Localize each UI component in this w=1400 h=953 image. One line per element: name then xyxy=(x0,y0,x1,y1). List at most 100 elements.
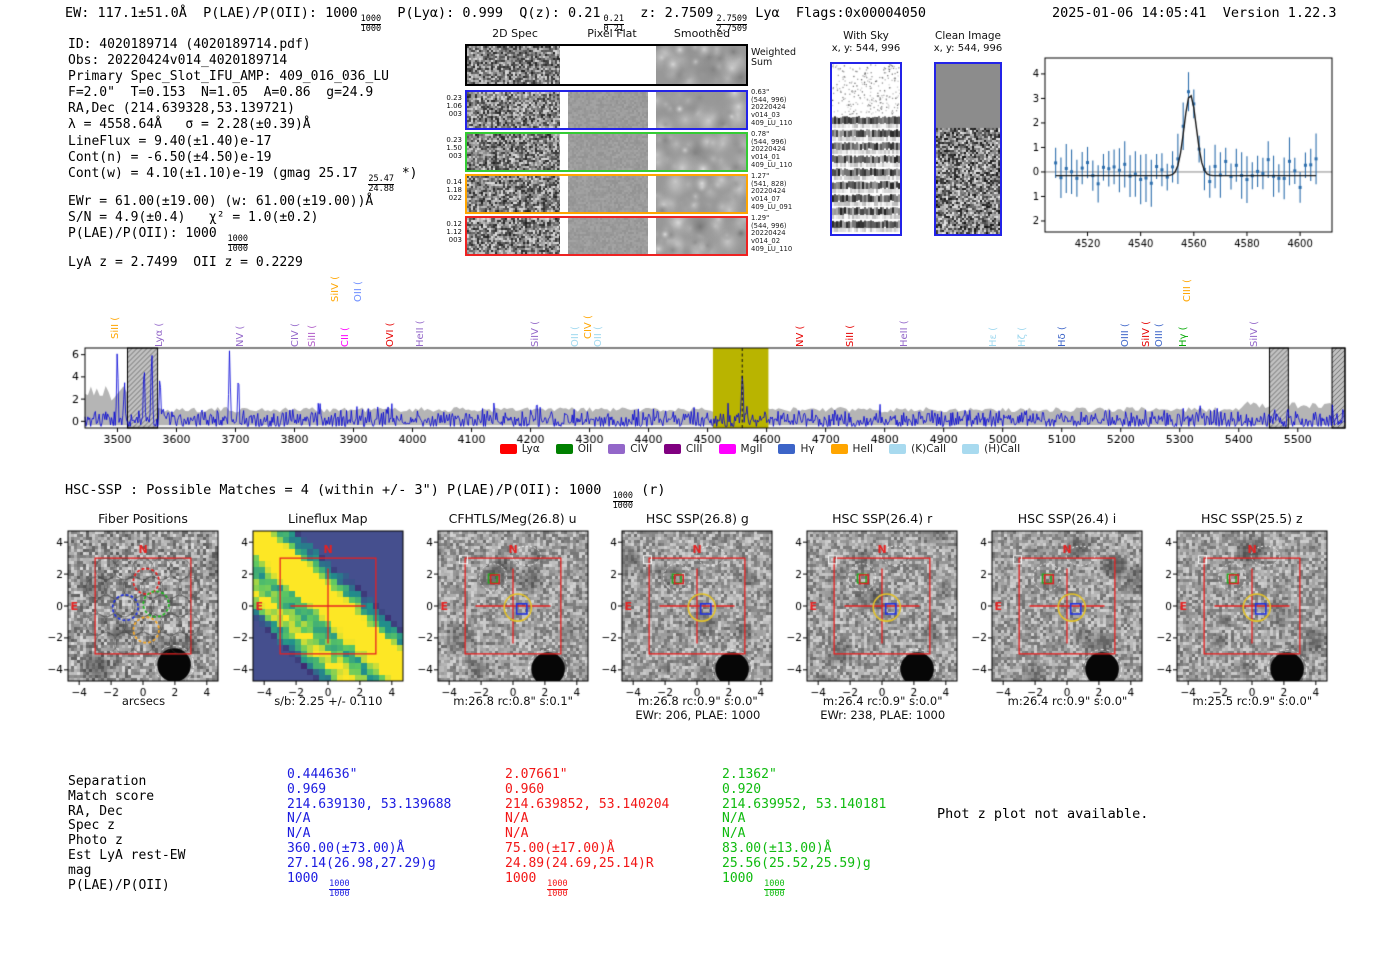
fraction-top: 1000 xyxy=(227,234,249,246)
spec2d-exposure-row xyxy=(465,216,748,256)
spec2d-weight-value: 1.50 xyxy=(446,143,462,152)
spec2d-col-title-2dspec: 2D Spec xyxy=(492,27,538,40)
fraction-top: 0.21 xyxy=(603,14,625,26)
clean-image-coords: x, y: 544, 996 xyxy=(933,43,1003,55)
legend-swatch xyxy=(889,444,907,454)
emission-line-label: Hγ ( xyxy=(1178,326,1190,347)
info-line: S/N = 4.9(±0.4) χ² = 1.0(±0.2) xyxy=(68,210,418,226)
match-table-row-labels: Separation Match score RA, Dec Spec z Photo … xyxy=(68,774,185,893)
fraction-top: 1000 xyxy=(764,878,785,890)
match-table-value: 214.639952, 53.140181 xyxy=(722,796,887,812)
spec2d-smoothed-cell xyxy=(656,218,746,254)
info-line: LineFlux = 9.40(±1.40)e-17 xyxy=(68,134,418,150)
spec2d-annotation-line: 409_LU_091 xyxy=(751,202,793,211)
weighted-sum-line1: Weighted xyxy=(751,47,796,58)
info-line: LyA z = 2.7499 OII z = 0.2229 xyxy=(68,255,418,271)
cutout-caption: m:25.5 rc:0.9" s:0.0" xyxy=(1192,694,1313,708)
info-text: Cont(w) = 4.10(±1.10)e-19 (gmag 25.17 xyxy=(68,165,366,181)
emission-line-label: NV ( xyxy=(234,325,246,347)
info-text: EWr = 61.00(±19.00) (w: 61.00(±19.00))Å xyxy=(68,194,374,210)
emission-line-label: Hε ( xyxy=(988,326,1000,347)
emission-line-label: CIV ( xyxy=(289,323,301,347)
plae-column-fraction: 1000 1000 xyxy=(547,878,568,899)
match-table-value: 75.00(±17.00)Å xyxy=(505,840,615,856)
fraction-bottom: 1000 xyxy=(360,24,382,35)
match-table-plae-value: 1000 1000 1000 xyxy=(505,871,669,899)
spec2d-row-annotation: 1.29" (544, 996) 20220424 v014_02 409_LU_110 xyxy=(751,214,821,254)
emission-line-label: OIII ( xyxy=(1120,323,1132,347)
spec2d-exposure-row xyxy=(465,174,748,214)
spec2d-weight-value: 0.23 xyxy=(446,94,462,102)
spec2d-pixelflat-cell xyxy=(568,92,648,128)
with-sky-image xyxy=(830,62,902,236)
cutout-caption: arcsecs xyxy=(121,694,166,708)
spec2d-row-weights: 0.23 1.06 003 xyxy=(434,94,462,118)
spec2d-weight-value: 1.18 xyxy=(446,185,462,194)
match-table-value: N/A xyxy=(722,811,746,827)
spec2d-row-weights: 0.14 1.18 022 xyxy=(434,178,462,202)
emission-line-label: OII ( xyxy=(592,326,604,347)
spec2d-annotation-line: 0.78" xyxy=(751,130,770,138)
info-text: LyA z = 2.7499 OII z = 0.2229 xyxy=(68,254,303,270)
cutout-title: Lineflux Map xyxy=(287,511,368,526)
emission-line-label: OII ( xyxy=(569,326,581,347)
plae-column-fraction: 1000 1000 xyxy=(764,878,785,899)
photz-note: Phot z plot not available. xyxy=(937,806,1149,822)
spec2d-weight-value: 003 xyxy=(448,151,462,160)
info-text: *) xyxy=(394,165,418,181)
info-line: Cont(w) = 4.10(±1.10)e-19 (gmag 25.17 25… xyxy=(68,166,418,194)
spec2d-pixelflat-cell xyxy=(568,218,648,254)
hsc-line-text: HSC-SSP : Possible Matches = 4 (within +… xyxy=(65,482,610,498)
legend-item: Hγ xyxy=(778,443,815,455)
spec2d-weighted-smoothed-cell xyxy=(656,46,746,84)
cutout-caption: s/b: 2.25 +/- 0.110 xyxy=(274,694,383,708)
match-table-value: 0.960 xyxy=(505,781,545,797)
spec2d-row-annotation: 0.78" (544, 996) 20220424 v014_01 409_LU_110 xyxy=(751,130,821,170)
emission-line-label: OII ( xyxy=(353,281,365,302)
cutout-canvas-lineflux xyxy=(226,527,405,701)
weighted-sum-line2: Sum xyxy=(751,57,773,69)
fraction-top: 1000 xyxy=(612,491,634,503)
emission-line-label: HeII ( xyxy=(414,320,426,347)
match-table-column: 0.444636" 0.969 214.639130, 53.139688 N/A N/… xyxy=(287,767,451,899)
spec2d-smoothed-cell xyxy=(656,176,746,212)
spec2d-annotation-line: (544, 996) xyxy=(751,95,787,104)
match-table-value: 2.1362" xyxy=(722,767,777,782)
match-table-value: 0.920 xyxy=(722,781,762,797)
legend-item: (H)CaII xyxy=(962,443,1020,455)
match-table-value: 0.444636" xyxy=(287,767,358,782)
spec2d-pixelflat-cell xyxy=(568,134,648,170)
legend-label: (K)CaII xyxy=(911,443,947,455)
legend-label: CIII xyxy=(685,443,703,455)
spec2d-2d-cell xyxy=(467,218,560,254)
spec2d-smoothed-cell xyxy=(656,134,746,170)
emission-line-label: OIII ( xyxy=(1153,323,1165,347)
info-text: S/N = 4.9(±0.4) χ² = 1.0(±0.2) xyxy=(68,210,319,226)
cutout-title: CFHTLS/Meg(26.8) u xyxy=(448,511,577,526)
spec2d-annotation-line: 1.29" xyxy=(751,214,770,222)
legend-item: CIII xyxy=(663,443,703,455)
match-table-value: N/A xyxy=(505,811,529,827)
legend-swatch xyxy=(608,444,626,454)
detection-info-block: ID: 4020189714 (4020189714.pdf) Obs: 2022… xyxy=(68,37,418,271)
qz-fraction: 0.21 0.21 xyxy=(603,14,625,34)
header-segment: z: 2.7509 xyxy=(624,5,714,21)
cutout-canvas-catalog xyxy=(1150,527,1329,701)
fraction-top: 25.47 xyxy=(368,173,395,185)
fraction-top: 1000 xyxy=(547,878,568,890)
legend-item: CIV xyxy=(608,443,648,455)
cutout-caption: m:26.8 rc:0.9" s:0.0" xyxy=(638,694,758,708)
header-segment: Lyα Flags:0x00004050 xyxy=(747,5,926,21)
match-table-row-label: P(LAE)/P(OII) xyxy=(68,877,170,893)
info-text: P(LAE)/P(OII): 1000 xyxy=(68,226,225,242)
spec2d-annotation-line: (544, 996) xyxy=(751,137,787,146)
report-header-meta: 2025-01-06 14:05:41 Version 1.22.3 xyxy=(1052,5,1337,21)
legend-label: Hγ xyxy=(800,443,815,455)
spec2d-annotation-line: v014_01 xyxy=(751,153,781,162)
spec2d-weight-value: 1.12 xyxy=(446,227,462,236)
legend-label: MgII xyxy=(740,443,763,455)
match-table-value: 0.969 xyxy=(287,781,327,797)
info-fraction: 1000 1000 xyxy=(227,234,249,254)
match-table-row-label: RA, Dec xyxy=(68,803,123,819)
spec2d-annotation-line: 409_LU_110 xyxy=(751,160,793,169)
